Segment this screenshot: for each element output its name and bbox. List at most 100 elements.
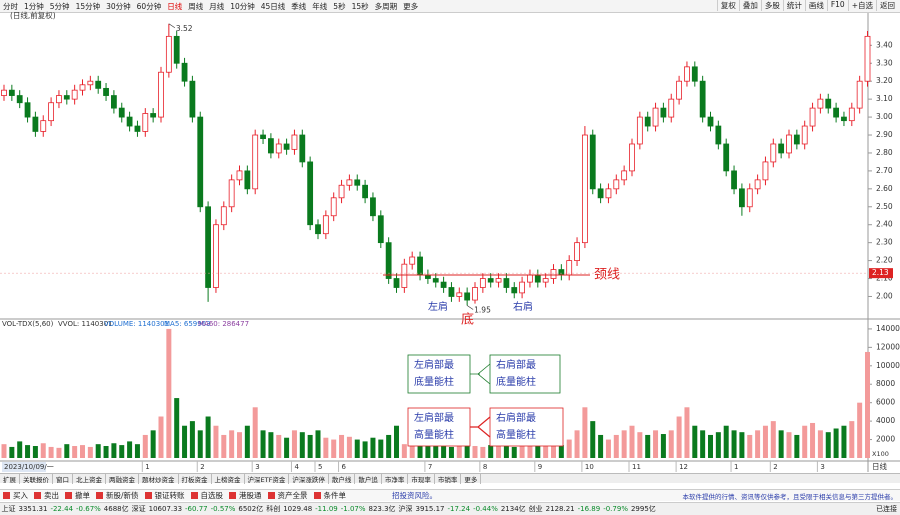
volume-bar [841,426,846,458]
indicator-tab[interactable]: 关联报价 [20,474,53,484]
candle-body [190,81,195,117]
volume-bar [402,444,407,458]
candle-body [308,162,313,225]
index-quote: 2995亿 [629,504,657,514]
volume-bar [127,441,132,458]
volume-bar [41,443,46,458]
chart-bg [0,13,900,473]
x-tick-label: 11 [632,463,641,471]
volume-bar [834,428,839,458]
candle-body [166,36,171,72]
candle-body [849,108,854,121]
volume-bar [64,444,69,458]
volume-bar [166,329,171,458]
indicator-tab[interactable]: 散户线 [329,474,356,484]
volume-bar [331,440,336,458]
candle-body [268,139,273,153]
volume-bar [88,447,93,458]
volume-bar [182,426,187,458]
trade-button[interactable]: 港股通 [226,490,265,501]
y-tick-label: 12000 [876,342,900,351]
y-tick-label: 2.50 [876,202,893,211]
candle-body [606,189,611,198]
indicator-tab[interactable]: 沪深涨跌停 [289,474,329,484]
volume-header: MA60: 286477 [198,320,249,328]
volume-bar [135,444,140,458]
candle-body [284,144,289,149]
volume-bar [449,447,454,458]
candle-body [206,207,211,288]
indicator-tab[interactable]: 打板资金 [179,474,212,484]
trade-button[interactable]: 条件单 [311,490,350,501]
period-label: 日线 [872,461,887,471]
volume-bar [316,430,321,458]
trade-button[interactable]: 银证转账 [142,490,188,501]
trade-button[interactable]: 卖出 [31,490,62,501]
volume-bar [111,443,116,458]
last-price-label: 2.13 [872,268,889,277]
volume-bar [598,435,603,458]
candle-body [104,88,109,95]
candle-body [535,275,540,282]
volume-bar [488,445,493,458]
indicator-tab[interactable]: 市销率 [435,474,462,484]
annotation-text: 底量能柱 [496,375,536,388]
index-quote: -0.67% [75,505,103,513]
candle-body [300,135,305,162]
volume-bar [606,440,611,458]
volume-unit: X100 [872,450,889,458]
indicator-tab[interactable]: 散户追 [355,474,382,484]
y-tick-label: 2.30 [876,238,893,247]
volume-bar [700,430,705,458]
indicator-tab[interactable]: 扩展 [0,474,20,484]
indicator-tab[interactable]: 更多 [461,474,481,484]
volume-bar [151,430,156,458]
indicator-tab[interactable]: 市净率 [382,474,409,484]
x-tick-label: 2023/10/09/一 [4,463,54,471]
indicator-tab[interactable]: 沪深ETF资金 [245,474,290,484]
y-tick-label: 2.70 [876,166,893,175]
volume-bar [206,417,211,458]
candle-body [33,117,38,131]
indicator-tab[interactable]: 窗口 [53,474,73,484]
trade-button[interactable]: 资产全景 [265,490,311,501]
indicator-tab[interactable]: 北上资金 [73,474,106,484]
candle-body [810,108,815,126]
volume-bar [465,445,470,458]
volume-bar [308,435,313,458]
annotation-text: 高量能柱 [496,428,536,441]
candle-body [857,81,862,108]
volume-bar [661,434,666,458]
candle-body [339,185,344,198]
x-tick-label: 5 [318,463,322,471]
candle-body [135,126,140,131]
trade-button[interactable]: 买入 [0,490,31,501]
candle-body [253,135,258,189]
candle-body [527,275,532,282]
indicator-tab[interactable]: 两融资金 [106,474,139,484]
trade-button[interactable]: 撤单 [62,490,93,501]
candle-body [661,108,666,117]
volume-bar [284,438,289,458]
x-tick-label: 2 [773,463,777,471]
candle-body [669,99,674,117]
candle-body [488,279,493,283]
connection: 已连接 [873,504,900,514]
x-tick-label: 6 [342,463,347,471]
candle-body [653,108,658,126]
volume-bar [17,441,22,458]
candle-body [80,85,85,90]
index-quote: 6502亿 [237,504,265,514]
trade-button[interactable]: 自选股 [188,490,227,501]
candle-body [787,135,792,153]
low-label: 1.95 [474,305,491,314]
chart: (日线,前复权) 日线 2.002.102.202.302.402.502.60… [0,0,900,473]
indicator-tab[interactable]: 市现率 [408,474,435,484]
volume-bar [25,445,30,458]
trade-button[interactable]: 新股/新债 [93,490,142,501]
candle-body [794,135,799,144]
indicator-tab[interactable]: 题材炒资金 [139,474,179,484]
candle-body [229,180,234,207]
indicator-tab[interactable]: 上榜资金 [212,474,245,484]
